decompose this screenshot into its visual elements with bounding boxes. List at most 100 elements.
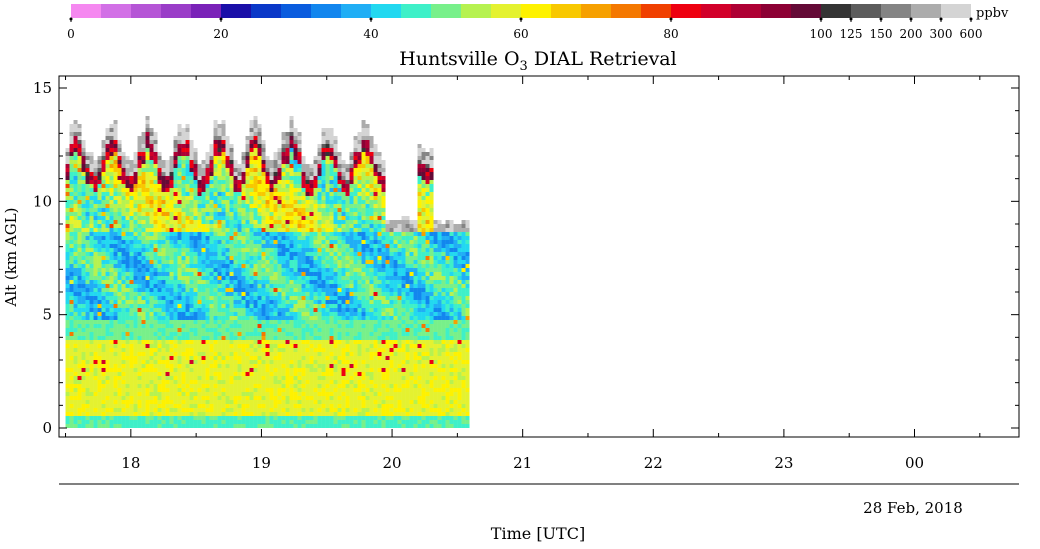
heatmap-cell	[333, 424, 338, 428]
heatmap-cell	[225, 284, 230, 288]
heatmap-cell	[149, 392, 154, 396]
heatmap-cell	[137, 208, 142, 212]
heatmap-cell	[249, 304, 254, 308]
heatmap-cell	[281, 288, 286, 292]
heatmap-cell	[101, 380, 106, 384]
heatmap-cell	[285, 240, 290, 244]
heatmap-cell	[93, 200, 98, 204]
heatmap-cell	[181, 344, 186, 348]
heatmap-cell	[137, 316, 142, 320]
heatmap-cell	[141, 204, 146, 208]
heatmap-cell	[305, 336, 310, 340]
heatmap-cell	[145, 124, 150, 128]
heatmap-cell	[193, 308, 198, 312]
heatmap-cell	[273, 188, 278, 192]
heatmap-cell	[305, 408, 310, 412]
heatmap-cell	[297, 280, 302, 284]
heatmap-cell	[185, 196, 190, 200]
heatmap-cell	[157, 356, 162, 360]
heatmap-cell	[309, 204, 314, 208]
heatmap-cell	[297, 324, 302, 328]
heatmap-cell	[197, 348, 202, 352]
heatmap-cell	[313, 188, 318, 192]
heatmap-cell	[241, 164, 246, 168]
heatmap-cell	[105, 348, 110, 352]
heatmap-cell	[229, 148, 234, 152]
heatmap-cell	[181, 176, 186, 180]
heatmap-cell	[77, 164, 82, 168]
heatmap-cell	[261, 160, 266, 164]
heatmap-cell	[213, 144, 218, 148]
heatmap-cell	[321, 340, 326, 344]
heatmap-cell	[229, 212, 234, 216]
heatmap-cell	[245, 312, 250, 316]
heatmap-cell	[233, 392, 238, 396]
heatmap-cell	[317, 204, 322, 208]
heatmap-cell	[105, 372, 110, 376]
heatmap-cell	[217, 240, 222, 244]
heatmap-cell	[77, 188, 82, 192]
heatmap-cell	[265, 404, 270, 408]
heatmap-cell	[237, 376, 242, 380]
colorbar-tick-dot	[669, 17, 673, 21]
heatmap-cell	[217, 140, 222, 144]
heatmap-cell	[225, 288, 230, 292]
heatmap-cell	[237, 180, 242, 184]
heatmap-cell	[89, 424, 94, 428]
heatmap-cell	[285, 376, 290, 380]
heatmap-cell	[65, 212, 70, 216]
heatmap-cell	[285, 188, 290, 192]
heatmap-cell	[333, 208, 338, 212]
heatmap-cell	[149, 188, 154, 192]
heatmap-cell	[241, 180, 246, 184]
heatmap-cell	[73, 148, 78, 152]
heatmap-cell	[129, 228, 134, 232]
heatmap-cell	[69, 200, 74, 204]
heatmap-cell	[157, 424, 162, 428]
heatmap-cell	[225, 156, 230, 160]
heatmap-cell	[289, 188, 294, 192]
heatmap-cell	[249, 216, 254, 220]
heatmap-cell	[333, 180, 338, 184]
heatmap-cell	[317, 184, 322, 188]
heatmap-cell	[137, 164, 142, 168]
heatmap-cell	[137, 288, 142, 292]
heatmap-cell	[261, 416, 266, 420]
heatmap-cell	[213, 308, 218, 312]
heatmap-cell	[237, 176, 242, 180]
heatmap-cell	[305, 288, 310, 292]
heatmap-cell	[145, 388, 150, 392]
heatmap-cell	[165, 256, 170, 260]
heatmap-cell	[85, 424, 90, 428]
heatmap-cell	[133, 168, 138, 172]
heatmap-cell	[293, 144, 298, 148]
heatmap-cell	[189, 412, 194, 416]
heatmap-cell	[289, 420, 294, 424]
heatmap-cell	[337, 316, 342, 320]
heatmap-cell	[81, 308, 86, 312]
heatmap-cell	[289, 232, 294, 236]
heatmap-cell	[289, 360, 294, 364]
heatmap-cell	[169, 392, 174, 396]
heatmap-cell	[173, 380, 178, 384]
heatmap-cell	[269, 336, 274, 340]
heatmap-cell	[133, 328, 138, 332]
heatmap-cell	[337, 372, 342, 376]
heatmap-cell	[289, 180, 294, 184]
heatmap-cell	[313, 276, 318, 280]
heatmap-cell	[329, 384, 334, 388]
heatmap-cell	[105, 368, 110, 372]
heatmap-cell	[265, 304, 270, 308]
heatmap-cell	[249, 308, 254, 312]
heatmap-cell	[333, 240, 338, 244]
heatmap-cell	[81, 332, 86, 336]
heatmap-cell	[265, 340, 270, 344]
heatmap-cell	[141, 360, 146, 364]
heatmap-cell	[205, 216, 210, 220]
heatmap-cell	[277, 236, 282, 240]
heatmap-cell	[221, 376, 226, 380]
heatmap-cell	[213, 344, 218, 348]
heatmap-cell	[273, 304, 278, 308]
heatmap-cell	[249, 244, 254, 248]
heatmap-cell	[141, 296, 146, 300]
